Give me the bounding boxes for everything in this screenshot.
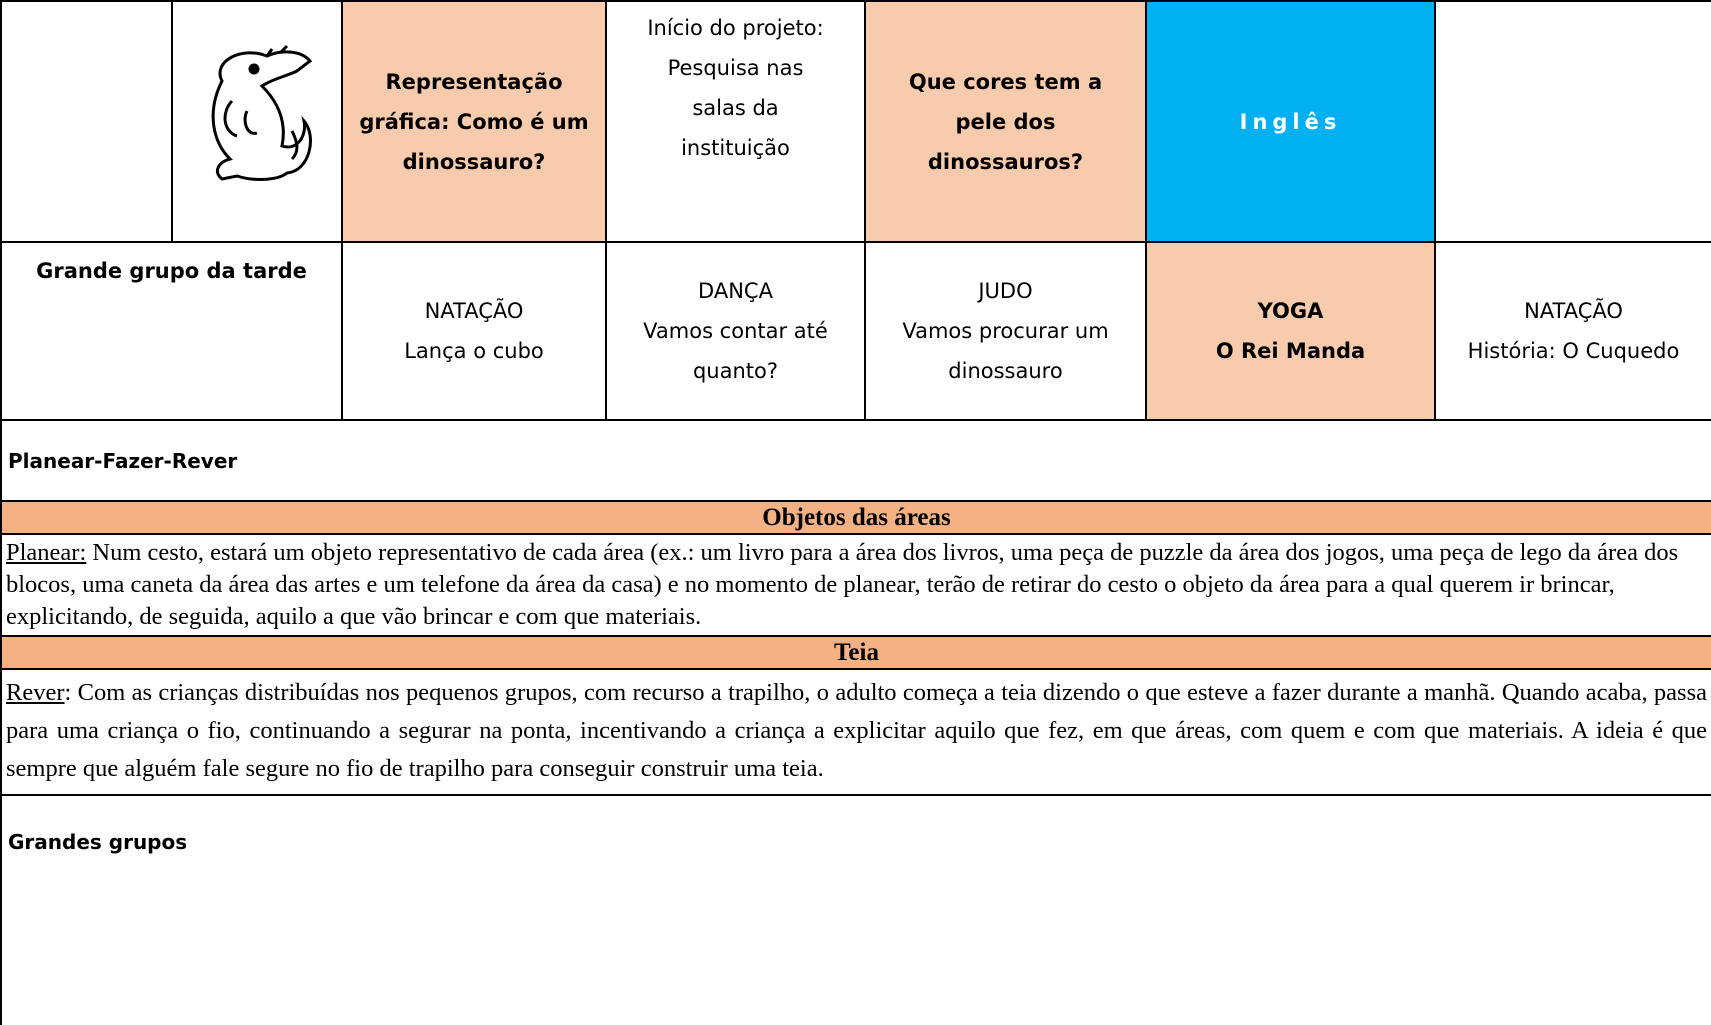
activity-subtitle: Lança o cubo — [404, 339, 544, 363]
cell: Representação gráfica: Como é um dinossa… — [341, 0, 607, 243]
row: Objetos das áreas — [0, 500, 1711, 535]
cell: Planear-Fazer-Rever — [0, 419, 1711, 502]
activity-subtitle: Vamos contar até quanto? — [643, 319, 828, 383]
cell: JUDO Vamos procurar um dinossauro — [864, 241, 1147, 421]
cell: NATAÇÃO História: O Cuquedo — [1434, 241, 1711, 421]
cell: Inglês — [1145, 0, 1436, 243]
row: Planear: Num cesto, estará um objeto rep… — [0, 533, 1711, 637]
cell: Que cores tem a pele dos dinossauros? — [864, 0, 1147, 243]
lead: Planear: — [6, 539, 87, 566]
activity-title: NATAÇÃO — [424, 299, 524, 323]
activity-title: DANÇA — [698, 279, 773, 303]
activity-subtitle: História: O Cuquedo — [1467, 339, 1680, 363]
paragraph: Planear: Num cesto, estará um objeto rep… — [0, 533, 1711, 637]
paragraph: Rever: Com as crianças distribuídas nos … — [0, 668, 1711, 796]
line: Pesquisa nas salas da instituição — [667, 56, 804, 160]
text: Num cesto, estará um objeto representati… — [6, 539, 1679, 630]
activity-subtitle: O Rei Manda — [1215, 339, 1366, 363]
dinosaur-icon — [211, 44, 313, 181]
cell — [171, 0, 343, 243]
cell — [1434, 0, 1711, 243]
row: Rever: Com as crianças distribuídas nos … — [0, 668, 1711, 796]
lead: Rever — [6, 679, 65, 706]
cell: YOGA O Rei Manda — [1145, 241, 1436, 421]
activity-title: JUDO — [978, 279, 1033, 303]
section-header: Objetos das áreas — [0, 500, 1711, 535]
cell: Grandes grupos — [0, 794, 1711, 1025]
text: : Com as crianças distribuídas nos peque… — [6, 679, 1707, 782]
cell — [0, 0, 173, 243]
row: Representação gráfica: Como é um dinossa… — [0, 0, 1711, 243]
cell: Início do projeto: Pesquisa nas salas da … — [605, 0, 866, 243]
cell: Grande grupo da tarde — [0, 241, 343, 421]
section-header: Teia — [0, 635, 1711, 670]
row: Planear-Fazer-Rever — [0, 419, 1711, 502]
activity-title: YOGA — [1257, 299, 1324, 323]
row: Grandes grupos — [0, 794, 1711, 1025]
cell: NATAÇÃO Lança o cubo — [341, 241, 607, 421]
activity-subtitle: Vamos procurar um dinossauro — [902, 319, 1109, 383]
cell: DANÇA Vamos contar até quanto? — [605, 241, 866, 421]
row: Grande grupo da tarde NATAÇÃO Lança o cub… — [0, 241, 1711, 421]
line: Início do projeto: — [647, 16, 824, 40]
row: Teia — [0, 635, 1711, 670]
activity-title: NATAÇÃO — [1524, 299, 1623, 323]
